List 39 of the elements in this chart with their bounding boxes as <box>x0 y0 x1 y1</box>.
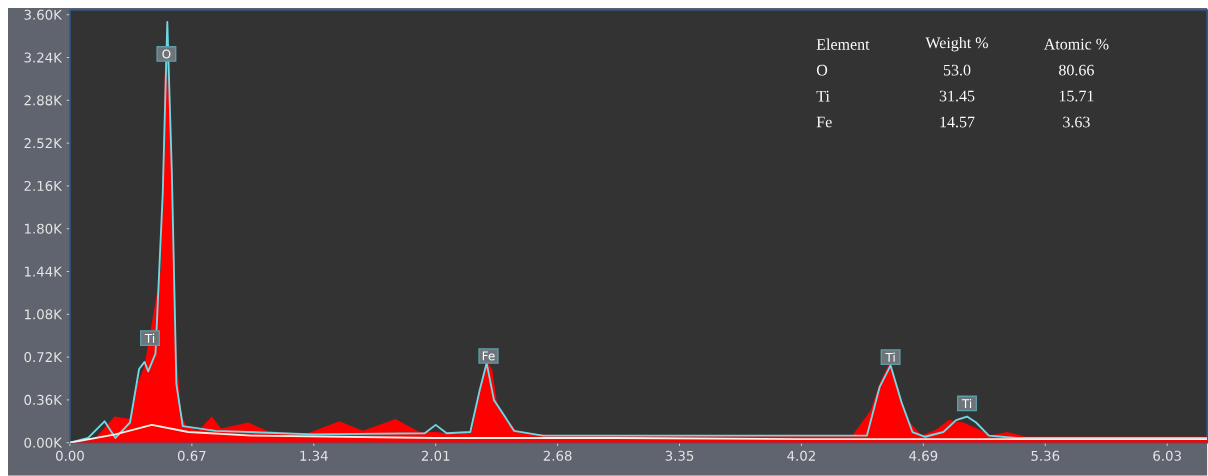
annotation: Atomic % <box>1043 38 1109 50</box>
annotation: Ti <box>961 399 972 409</box>
y-tick-label: 3.60K <box>24 9 63 20</box>
annotation: Ti <box>816 90 830 102</box>
x-tick-label: 2.68 <box>543 450 572 461</box>
line-series <box>69 424 1208 443</box>
annotation: O <box>162 49 171 59</box>
annotation: 3.63 <box>1063 116 1090 128</box>
annotation: Weight % <box>925 37 989 52</box>
y-tick-label: 1.80K <box>24 223 63 234</box>
y-tick-label: 2.16K <box>24 181 63 192</box>
y-tick-label: 2.52K <box>24 138 63 149</box>
annotation: 80.66 <box>1059 64 1094 76</box>
x-tick-label: 0.67 <box>177 450 206 461</box>
annotation: Ti <box>885 352 895 362</box>
annotation: Ti <box>144 333 155 343</box>
annotation: 31.45 <box>939 90 975 102</box>
y-tick-label: 0.72K <box>24 352 63 363</box>
annotation: 53.0 <box>943 64 971 76</box>
x-tick-label: 0.00 <box>56 450 84 461</box>
y-tick-label: 0.00K <box>24 437 63 448</box>
annotation: Fe <box>816 116 832 128</box>
y-tick-label: 1.08K <box>24 309 63 320</box>
y-tick-label: 2.88K <box>24 95 63 106</box>
y-tick-label: 3.24K <box>24 52 63 63</box>
annotation: Element <box>816 38 870 50</box>
annotation: Fe <box>482 351 495 361</box>
annotation: O <box>816 64 828 76</box>
x-tick-label: 4.02 <box>787 450 815 461</box>
x-tick-label: 1.34 <box>300 450 328 461</box>
x-tick-label: 6.03 <box>1153 450 1181 461</box>
annotation: 15.71 <box>1059 90 1094 102</box>
x-tick-label: 4.69 <box>909 450 938 461</box>
x-tick-label: 2.01 <box>421 450 450 461</box>
y-tick-label: 0.36K <box>24 395 63 406</box>
y-tick-label: 1.44K <box>24 266 63 277</box>
x-tick-label: 3.35 <box>665 450 694 461</box>
annotation: 14.57 <box>940 116 975 128</box>
x-tick-label: 5.36 <box>1031 450 1060 461</box>
